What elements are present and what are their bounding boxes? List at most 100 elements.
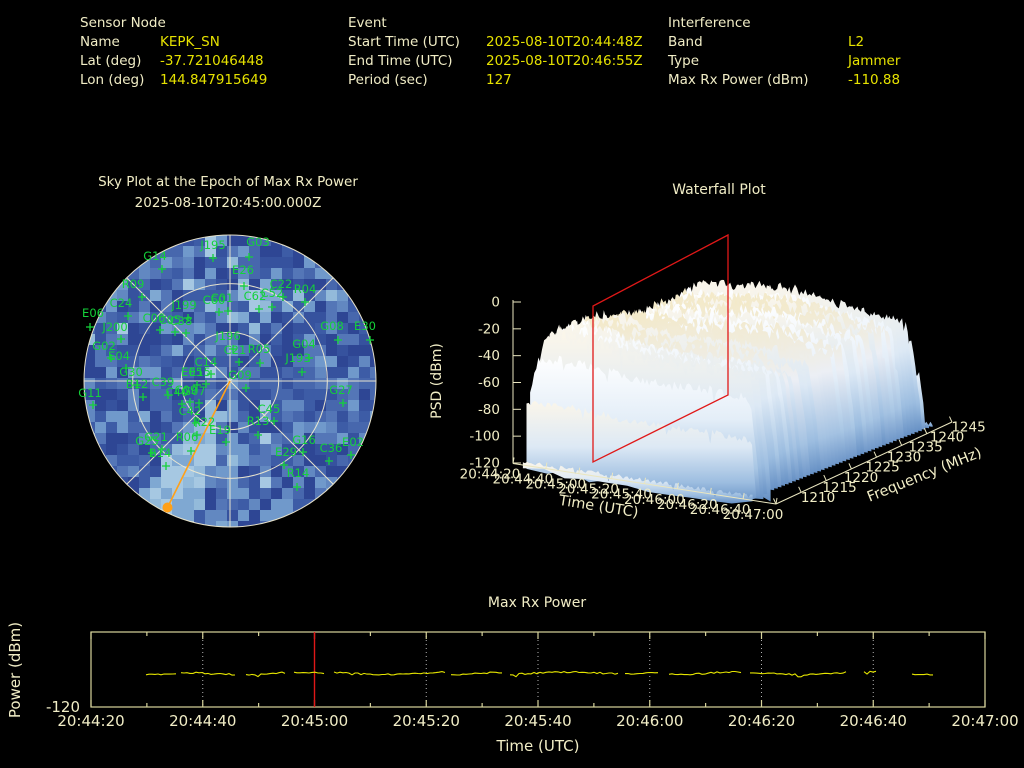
interference-band-label: Band [668, 34, 703, 50]
satellite-label: R14 [287, 466, 310, 480]
svg-text:20:45:20: 20:45:20 [558, 482, 619, 498]
interference-band-value: L2 [848, 34, 865, 50]
satellite-label: G08 [320, 319, 344, 333]
satellite-marker [245, 253, 253, 261]
sensor-lon-value: 144.847915649 [160, 72, 268, 88]
satellite-label: G16 [292, 433, 316, 447]
svg-text:20:45:00: 20:45:00 [525, 477, 586, 493]
satellite-label: C21 [224, 343, 247, 357]
satellite-marker [293, 483, 301, 491]
satellite-label: G02 [92, 339, 116, 353]
satellite-label: G07 [182, 384, 206, 398]
satellite-marker [202, 380, 210, 388]
satellite-marker [222, 438, 230, 446]
satellite-marker [207, 370, 215, 378]
satellite-label: G14 [143, 249, 167, 263]
interference-type-value: Jammer [848, 53, 901, 69]
satellite-label: C62 [244, 289, 267, 303]
satellite-marker [268, 303, 276, 311]
satellite-marker [139, 393, 147, 401]
max-rx-power-plot: Max Rx Power Power (dBm) Time (UTC) 20:4… [6, 595, 1019, 755]
satellite-label: C52 [261, 286, 284, 300]
waterfall-plot: Waterfall Plot 0-20-40-60-80-100-12020:4… [429, 182, 986, 523]
sensor-name-value: KEPK_SN [160, 34, 220, 50]
svg-text:20:46:40: 20:46:40 [840, 712, 907, 730]
satellite-label: C01 [211, 291, 234, 305]
satellite-marker [347, 451, 355, 459]
svg-text:0: 0 [491, 295, 500, 311]
satellite-marker [193, 431, 201, 439]
satellite-marker [184, 314, 192, 322]
satellite-marker [171, 328, 179, 336]
satellite-label: C05 [159, 313, 182, 327]
svg-text:20:45:40: 20:45:40 [591, 487, 652, 503]
satellite-marker [254, 431, 262, 439]
svg-text:20:45:00: 20:45:00 [281, 712, 348, 730]
satellite-label: J200 [101, 320, 127, 334]
satellite-marker [301, 298, 309, 306]
satellite-marker [270, 417, 278, 425]
svg-text:20:46:00: 20:46:00 [616, 712, 683, 730]
satellite-marker [178, 400, 186, 408]
sky-plot: Sky Plot at the Epoch of Max Rx Power 20… [78, 174, 377, 528]
satellite-marker [240, 282, 248, 290]
interference-panel: Interference Band L2 Type Jammer Max Rx Po… [668, 14, 900, 90]
epoch-slice-plane [592, 233, 729, 464]
satellite-marker [224, 307, 232, 315]
satellite-label: R22 [193, 415, 216, 429]
event-period-value: 127 [486, 72, 512, 88]
timeseries-frame [90, 631, 986, 708]
svg-text:20:45:20: 20:45:20 [393, 712, 460, 730]
satellite-label: E30 [354, 319, 376, 333]
satellite-label: C38 [170, 314, 193, 328]
satellite-marker [193, 381, 201, 389]
svg-text:-120: -120 [469, 455, 500, 471]
waterfall-tick-labels: 0-20-40-60-80-100-12020:44:2020:44:4020:… [460, 295, 986, 523]
satellite-label: G04 [292, 337, 316, 351]
satellite-label: C45 [258, 402, 281, 416]
sensor-node-title: Sensor Node [80, 15, 166, 31]
satellite-label: C22 [270, 277, 293, 291]
satellite-marker [279, 293, 287, 301]
svg-text:20:44:40: 20:44:40 [169, 712, 236, 730]
satellite-label: E05 [181, 365, 203, 379]
satellite-label: E04 [108, 349, 130, 363]
satellite-label: E26 [232, 263, 254, 277]
satellite-marker [325, 457, 333, 465]
satellite-marker [229, 345, 237, 353]
satellite-marker [195, 399, 203, 407]
waterfall-surface [522, 279, 933, 504]
satellite-marker [299, 448, 307, 456]
satellite-marker [242, 384, 250, 392]
sky-plot-subtitle: 2025-08-10T20:45:00.000Z [135, 195, 322, 211]
satellite-marker [89, 401, 97, 409]
event-end-value: 2025-08-10T20:46:55Z [486, 53, 643, 69]
satellite-marker [162, 462, 170, 470]
satellite-marker [192, 419, 200, 427]
svg-text:1245: 1245 [951, 419, 985, 435]
timeseries-title: Max Rx Power [488, 595, 586, 611]
svg-text:1220: 1220 [844, 470, 878, 486]
waterfall-z-axis-label: PSD (dBm) [429, 343, 445, 419]
satellite-label: G21 [144, 430, 168, 444]
sensor-lat-value: -37.721046448 [160, 53, 264, 69]
interference-power-value: -110.88 [848, 72, 901, 88]
satellite-label: G03 [246, 235, 270, 249]
svg-text:1240: 1240 [930, 429, 964, 445]
satellite-marker [156, 326, 164, 334]
svg-text:-20: -20 [478, 321, 500, 337]
satellite-label: E29 [275, 445, 297, 459]
satellite-marker [124, 312, 132, 320]
satellite-label: C36 [320, 441, 343, 455]
svg-text:20:46:40: 20:46:40 [690, 502, 751, 518]
svg-text:-100: -100 [469, 429, 500, 445]
satellite-label: E15 [189, 365, 211, 379]
satellite-label: C40 [166, 385, 189, 399]
satellite-label: C42 [179, 404, 202, 418]
satellite-label: J199 [170, 298, 196, 312]
event-start-value: 2025-08-10T20:44:48Z [486, 34, 643, 50]
satellite-label: E02 [342, 435, 364, 449]
satellite-marker [339, 399, 347, 407]
